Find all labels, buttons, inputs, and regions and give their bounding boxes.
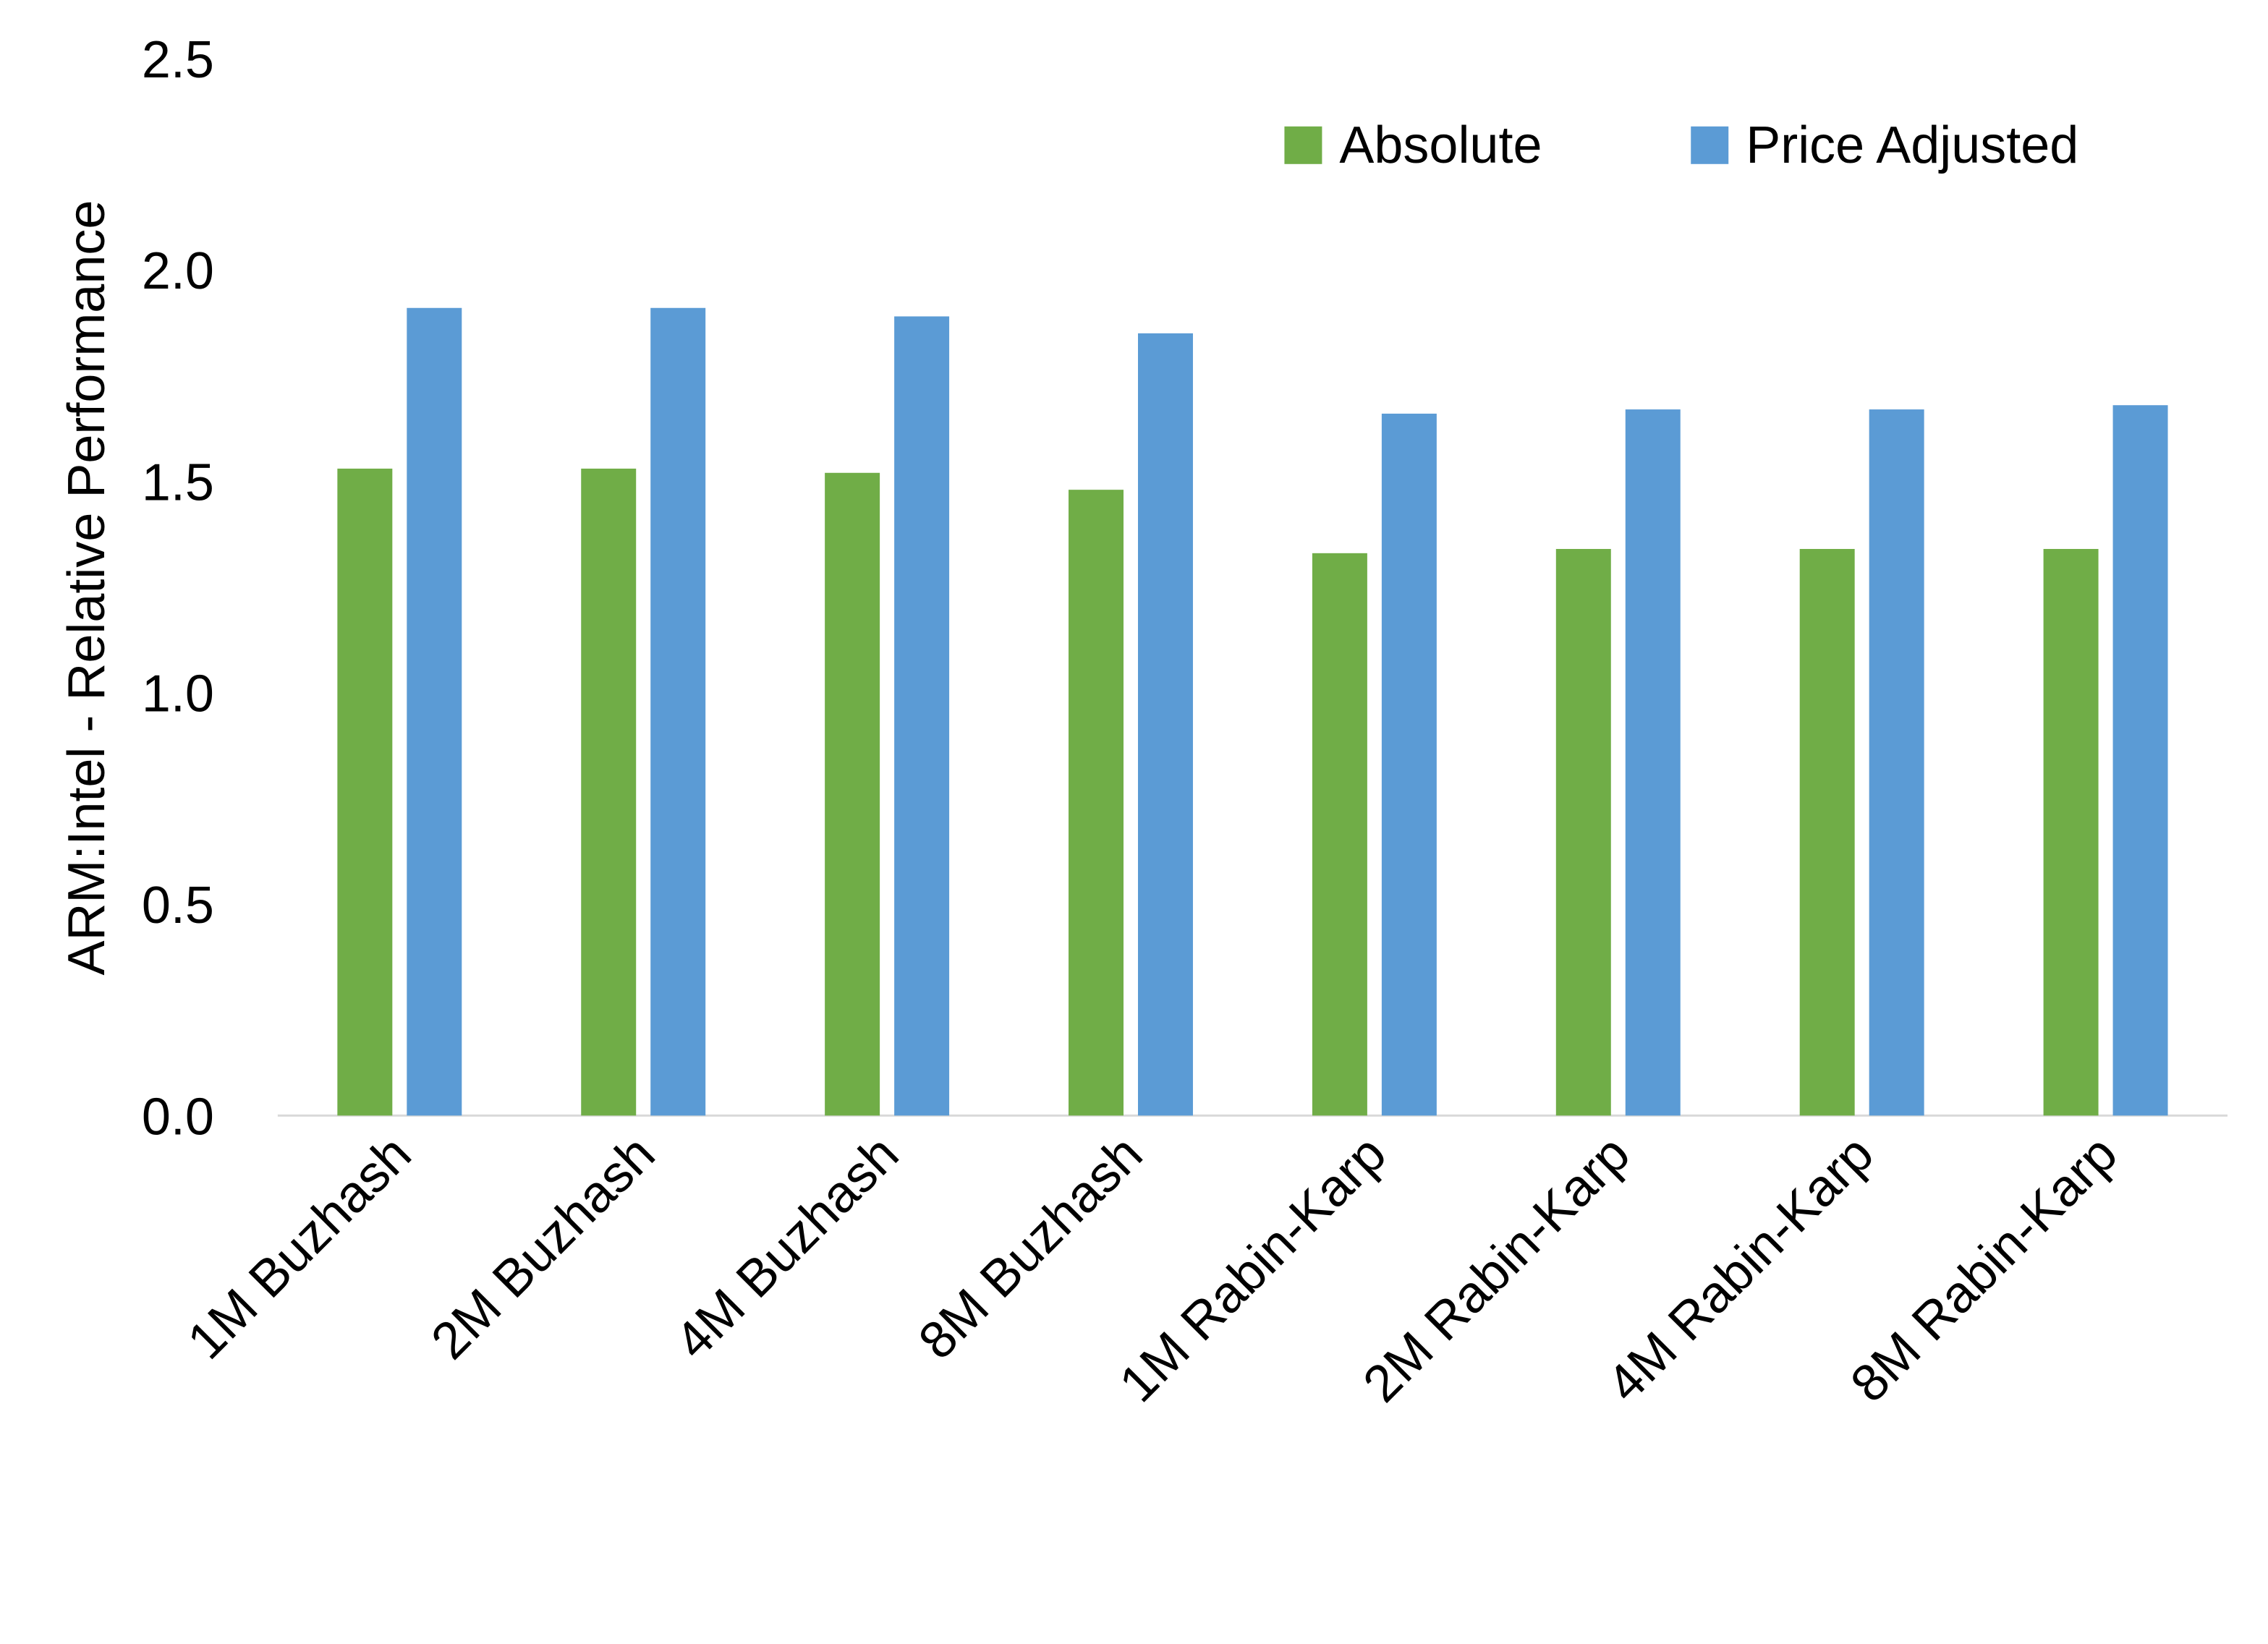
y-tick-label: 1.0 [142, 665, 214, 723]
bar-absolute [2043, 548, 2099, 1116]
bar-absolute [1799, 548, 1855, 1116]
bar-absolute [825, 472, 880, 1116]
bar-absolute [1069, 490, 1124, 1116]
x-tick-label: 8M Buzhash [908, 1125, 1153, 1370]
x-tick-label: 2M Buzhash [420, 1125, 666, 1370]
y-tick-label: 1.5 [142, 453, 214, 511]
y-tick-label: 0.0 [142, 1088, 214, 1146]
legend-label-absolute: Absolute [1339, 116, 1542, 174]
bar-absolute [581, 468, 637, 1116]
x-tick-label: 4M Buzhash [664, 1125, 909, 1370]
bar-price-adjusted [407, 307, 462, 1116]
bar-price-adjusted [894, 316, 950, 1116]
x-tick-label: 8M Rabin-Karp [1840, 1125, 2128, 1413]
bar-absolute [1555, 548, 1611, 1116]
y-axis-label: ARM:Intel - Relative Performance [58, 200, 116, 976]
bar-price-adjusted [2112, 405, 2168, 1116]
bar-price-adjusted [1381, 413, 1437, 1116]
legend: Absolute Price Adjusted [1284, 116, 2078, 174]
legend-label-price-adjusted: Price Adjusted [1746, 116, 2078, 174]
bar-price-adjusted [1869, 409, 1924, 1116]
bar-absolute [337, 468, 393, 1116]
x-tick-label: 1M Buzhash [177, 1125, 422, 1370]
bar-absolute [1312, 553, 1367, 1116]
y-tick-label: 0.5 [142, 877, 214, 934]
bar-price-adjusted [650, 307, 706, 1116]
bar-price-adjusted [1625, 409, 1681, 1116]
bar-price-adjusted [1137, 333, 1193, 1116]
legend-swatch-absolute [1284, 126, 1322, 164]
y-tick-label: 2.0 [142, 242, 214, 300]
y-tick-label: 2.5 [142, 31, 214, 89]
legend-swatch-price-adjusted [1691, 126, 1729, 164]
